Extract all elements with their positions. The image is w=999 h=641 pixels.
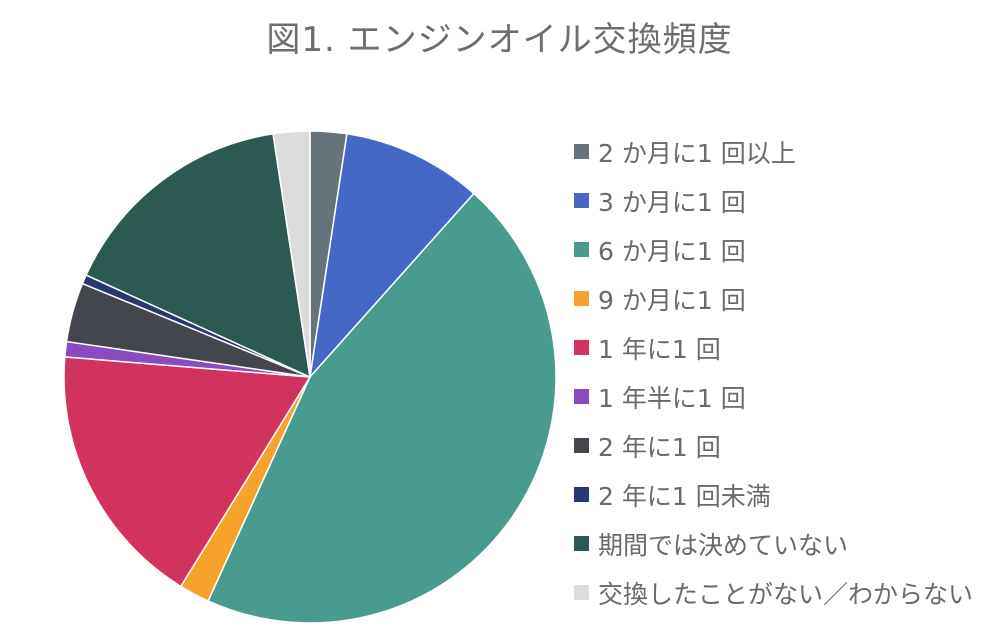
legend-swatch (574, 340, 589, 355)
legend-swatch (574, 536, 589, 551)
pie-slice-9 (85, 133, 311, 378)
legend-item: 1 年に1 回 (574, 323, 973, 372)
legend-item: 期間では決めていない (574, 519, 973, 568)
legend-item: 3 か月に1 回 (574, 176, 973, 225)
legend-item: 2 か月に1 回以上 (574, 127, 973, 176)
legend-item: 1 年半に1 回 (574, 372, 973, 421)
pie-slice-3 (207, 192, 557, 624)
legend-item: 2 年に1 回 (574, 421, 973, 470)
legend-label: 1 年に1 回 (598, 334, 721, 364)
legend-swatch (574, 438, 589, 453)
legend-label: 2 年に1 回未満 (598, 481, 771, 511)
legend-swatch (574, 291, 589, 306)
pie-slice-5 (63, 356, 311, 588)
legend-swatch (574, 193, 589, 208)
legend-label: 交換したことがない／わからない (598, 579, 974, 609)
legend-label: 6 か月に1 回 (598, 236, 746, 266)
legend-label: 2 年に1 回 (598, 432, 721, 462)
pie-slice-10 (272, 130, 311, 378)
legend-item: 交換したことがない／わからない (574, 568, 973, 617)
legend-item: 6 か月に1 回 (574, 225, 973, 274)
legend-label: 3 か月に1 回 (598, 187, 746, 217)
legend-swatch (574, 144, 589, 159)
legend-label: 2 か月に1 回以上 (598, 138, 796, 168)
chart-title: 図1. エンジンオイル交換頻度 (266, 20, 733, 60)
legend-label: 期間では決めていない (598, 530, 849, 560)
legend-swatch (574, 389, 589, 404)
legend-swatch (574, 242, 589, 257)
legend-label: 9 か月に1 回 (598, 285, 746, 315)
legend: 2 か月に1 回以上 3 か月に1 回 6 か月に1 回 9 か月に1 回 1 年に1 … (574, 127, 973, 617)
legend-swatch (574, 487, 589, 502)
legend-label: 1 年半に1 回 (598, 383, 746, 413)
legend-item: 2 年に1 回未満 (574, 470, 973, 519)
pie-slice-2 (309, 133, 475, 378)
legend-swatch (574, 585, 589, 600)
legend-item: 9 か月に1 回 (574, 274, 973, 323)
